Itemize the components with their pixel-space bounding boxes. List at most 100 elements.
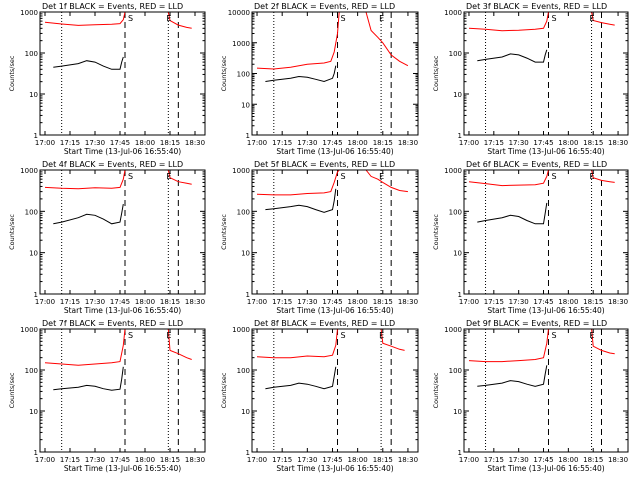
series-line	[44, 169, 192, 190]
x-tick-label: 17:15	[272, 139, 292, 147]
y-axis-label: Counts/sec	[432, 55, 440, 91]
y-tick-label: 10	[453, 91, 462, 99]
x-tick-label: 17:15	[484, 298, 504, 306]
x-tick-label: 18:30	[185, 456, 205, 464]
series-line	[468, 328, 615, 363]
y-tick-label: 10	[29, 250, 38, 258]
y-tick-label: 10	[241, 250, 250, 258]
y-tick-label: 10	[241, 101, 250, 109]
x-tick-label: 17:45	[533, 298, 553, 306]
x-tick-label: 18:00	[135, 298, 155, 306]
y-axis-label: Counts/sec	[220, 214, 228, 250]
x-axis-label: Start Time (13-Jul-06 16:55:40)	[64, 464, 181, 473]
x-tick-label: 18:00	[348, 456, 368, 464]
y-tick-label: 100	[449, 208, 462, 216]
x-tick-label: 18:00	[135, 456, 155, 464]
phase-marker-label: E	[379, 14, 384, 23]
x-tick-label: 17:15	[60, 139, 80, 147]
x-tick-label: 17:30	[85, 139, 105, 147]
phase-marker-label: E	[590, 172, 595, 181]
x-axis-label: Start Time (13-Jul-06 16:55:40)	[276, 147, 393, 156]
chart-panel: Det 6f BLACK = Events, RED = LLD S E 1 10 100…	[432, 160, 629, 315]
phase-marker-label: S	[551, 331, 556, 340]
y-axis-label: Counts/sec	[220, 55, 228, 91]
x-axis-label: Start Time (13-Jul-06 16:55:40)	[487, 306, 604, 315]
x-tick-label: 18:30	[185, 139, 205, 147]
y-tick-label: 100	[449, 50, 462, 58]
x-tick-label: 18:15	[160, 456, 180, 464]
phase-marker-label: E	[590, 331, 595, 340]
chart-title: Det 8f BLACK = Events, RED = LLD	[254, 319, 395, 328]
y-tick-label: 1000	[444, 326, 462, 334]
y-tick-label: 1000	[232, 167, 250, 175]
x-tick-label: 17:30	[509, 139, 529, 147]
y-tick-label: 1	[458, 132, 462, 140]
phase-marker-label: S	[128, 14, 133, 23]
x-tick-label: 17:30	[297, 456, 317, 464]
y-tick-label: 10000	[228, 9, 250, 17]
y-tick-label: 100	[25, 50, 38, 58]
x-tick-label: 17:00	[459, 456, 479, 464]
x-tick-label: 18:00	[348, 139, 368, 147]
x-tick-label: 17:15	[272, 456, 292, 464]
chart-panel: Det 4f BLACK = Events, RED = LLD S E 1 10 100…	[8, 160, 206, 315]
series-line	[256, 169, 408, 196]
x-tick-label: 18:00	[135, 139, 155, 147]
y-axis-label: Counts/sec	[8, 214, 16, 250]
y-tick-label: 1	[246, 449, 250, 457]
plot-frame	[463, 169, 629, 295]
phase-marker-label: S	[341, 331, 346, 340]
x-tick-label: 18:30	[398, 298, 418, 306]
x-tick-label: 17:45	[322, 139, 342, 147]
phase-marker-label: S	[341, 172, 346, 181]
x-tick-label: 17:15	[484, 139, 504, 147]
y-tick-label: 10	[29, 408, 38, 416]
x-tick-label: 18:15	[373, 139, 393, 147]
x-tick-label: 18:30	[185, 298, 205, 306]
phase-marker-label: S	[128, 172, 133, 181]
x-axis-label: Start Time (13-Jul-06 16:55:40)	[64, 306, 181, 315]
x-axis-label: Start Time (13-Jul-06 16:55:40)	[487, 147, 604, 156]
series-line	[256, 11, 409, 70]
chart-panel: Det 7f BLACK = Events, RED = LLD S E 1 10 100…	[8, 319, 206, 473]
x-tick-label: 18:30	[398, 456, 418, 464]
x-tick-label: 17:45	[322, 456, 342, 464]
y-axis-label: Counts/sec	[8, 55, 16, 91]
x-tick-label: 18:15	[583, 139, 603, 147]
chart-panel: Det 8f BLACK = Events, RED = LLD S E 1 10 100…	[220, 319, 419, 473]
y-tick-label: 100	[237, 208, 250, 216]
y-axis-label: Counts/sec	[8, 372, 16, 408]
chart-title: Det 2f BLACK = Events, RED = LLD	[254, 2, 395, 11]
x-tick-label: 18:00	[558, 298, 578, 306]
chart-title: Det 5f BLACK = Events, RED = LLD	[254, 160, 395, 169]
x-tick-label: 18:30	[608, 456, 628, 464]
y-tick-label: 1000	[444, 167, 462, 175]
series-line	[477, 49, 548, 63]
x-tick-label: 17:00	[35, 139, 55, 147]
y-tick-label: 1	[34, 449, 38, 457]
series-line	[265, 188, 337, 213]
y-tick-label: 1	[458, 449, 462, 457]
plot-frame	[251, 328, 419, 453]
y-tick-label: 1	[34, 132, 38, 140]
chart-title: Det 4f BLACK = Events, RED = LLD	[42, 160, 183, 169]
x-tick-label: 17:00	[247, 139, 267, 147]
x-tick-label: 18:00	[558, 456, 578, 464]
plot-frame	[39, 169, 206, 295]
phase-marker-label: E	[166, 331, 171, 340]
y-tick-label: 1	[246, 132, 250, 140]
y-tick-label: 1000	[232, 40, 250, 48]
plot-frame	[251, 169, 419, 295]
x-tick-label: 17:15	[272, 298, 292, 306]
x-tick-label: 18:30	[608, 298, 628, 306]
y-tick-label: 100	[237, 71, 250, 79]
x-tick-label: 18:15	[160, 139, 180, 147]
x-tick-label: 17:45	[110, 298, 130, 306]
chart-panel: Det 3f BLACK = Events, RED = LLD S E 1 10 100…	[432, 2, 629, 156]
chart-title: Det 6f BLACK = Events, RED = LLD	[466, 160, 607, 169]
y-tick-label: 10	[29, 91, 38, 99]
x-tick-label: 17:00	[35, 298, 55, 306]
phase-marker-label: S	[551, 172, 556, 181]
y-axis-label: Counts/sec	[220, 372, 228, 408]
x-tick-label: 17:30	[509, 298, 529, 306]
